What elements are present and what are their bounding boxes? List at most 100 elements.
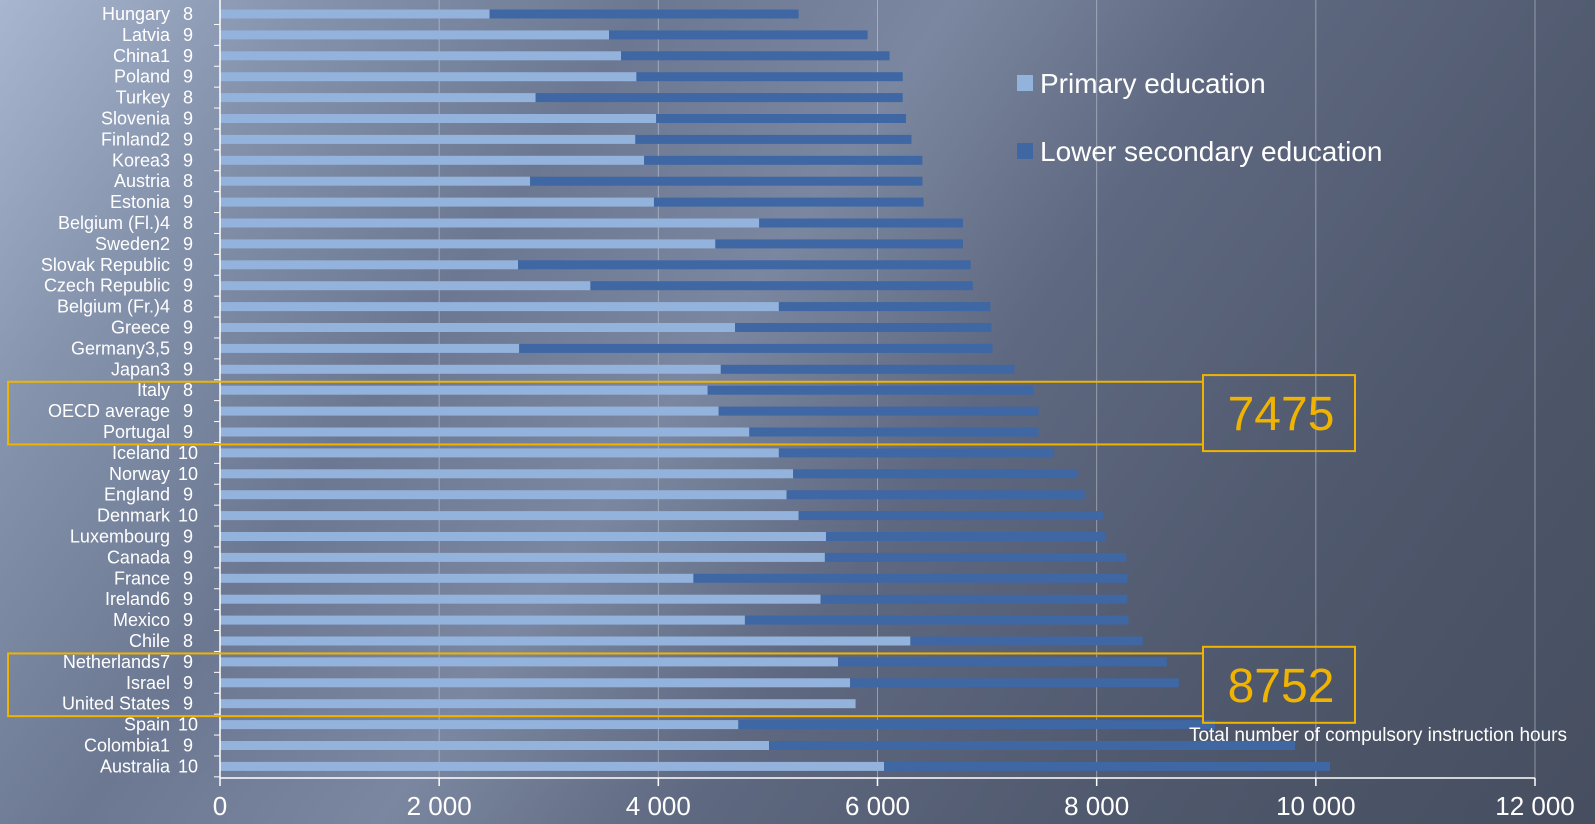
x-axis: 0 2 000 4 000 6 000 8 000 10 000 12 000 [213,0,1575,821]
years-label: 9 [183,589,193,609]
country-label: Canada [107,547,171,567]
bar-primary-education [220,197,654,207]
years-label: 8 [183,4,193,24]
x-axis-title: Total number of compulsory instruction h… [1189,725,1567,746]
country-label: Italy [137,380,170,400]
country-label: Denmark [97,506,171,526]
x-tick-label: 12 000 [1495,791,1575,821]
callout-box [1202,645,1356,724]
years-label: 9 [183,673,193,693]
country-label: Turkey [116,88,170,108]
legend-label: Lower secondary education [1040,136,1382,167]
x-tick-label: 4 000 [626,791,691,821]
bar-primary-education [220,323,736,332]
bar-lower-secondary-education [838,657,1167,667]
country-label: Luxembourg [70,527,170,547]
bar-lower-secondary-education [621,51,890,61]
bar-lower-secondary-education [820,594,1128,604]
bar-lower-secondary-education [735,323,992,332]
bar-primary-education [220,385,708,395]
bar-primary-education [220,427,750,437]
legend-label: Primary education [1040,68,1266,99]
bar-lower-secondary-education [635,134,912,144]
bar-primary-education [220,532,826,541]
years-label: 9 [183,338,193,358]
bar-lower-secondary-education [715,239,963,249]
country-label: Norway [109,464,170,484]
country-label: Israel [126,673,170,693]
years-label: 10 [178,464,198,484]
bar-lower-secondary-education [653,197,924,207]
years-label: 9 [183,527,193,547]
bar-primary-education [220,134,636,144]
bar-primary-education [220,155,645,165]
years-label: 8 [183,88,193,108]
callout-value: 8752 [1228,660,1335,713]
years-label: 10 [178,715,198,735]
country-label: Slovenia [101,109,171,129]
bar-primary-education [220,93,536,103]
bar-lower-secondary-education [778,448,1054,458]
callout-box [1202,374,1356,453]
bar-primary-education [220,302,779,312]
years-label: 8 [183,213,193,233]
bar-primary-education [220,176,531,186]
bar-lower-secondary-education [718,406,1039,416]
bar-primary-education [220,51,622,61]
bar-lower-secondary-education [530,176,923,186]
bar-lower-secondary-education [644,155,923,165]
legend-swatch [1017,143,1033,159]
bar-primary-education [220,761,885,771]
years-label: 9 [183,359,193,379]
years-label: 8 [183,380,193,400]
country-label: Korea3 [112,150,170,170]
bar-primary-education [220,260,519,270]
country-label: Iceland [112,443,170,463]
bar-lower-secondary-education [786,490,1085,500]
bar-lower-secondary-education [519,343,993,353]
bar-primary-education [220,511,799,521]
bar-primary-education [220,636,911,646]
country-label: Portugal [103,422,170,442]
country-label: Belgium (Fr.)4 [57,297,170,317]
bar-primary-education [220,552,825,562]
country-label: Chile [129,631,170,651]
bar-lower-secondary-education [824,552,1127,562]
x-tick-label: 0 [213,791,227,821]
bar-lower-secondary-education [884,761,1331,771]
bar-lower-secondary-education [656,114,906,123]
bar-primary-education [220,615,745,625]
years-label: 9 [183,129,193,149]
country-label: Hungary [102,4,170,24]
years-label: 9 [183,568,193,588]
years-label: 9 [183,610,193,630]
callout-value: 7475 [1228,388,1335,441]
bar-primary-education [220,9,490,19]
country-label: Ireland6 [105,589,170,609]
bar-lower-secondary-education [850,678,1179,688]
bar-lower-secondary-education [910,636,1143,646]
bar-primary-education [220,448,779,458]
years-label: 8 [183,171,193,191]
country-label: Japan3 [111,359,170,379]
country-label: Colombia1 [84,736,170,756]
bar-lower-secondary-education [609,30,868,40]
bar-primary-education [220,218,760,228]
country-label: Czech Republic [44,276,170,296]
country-label: Spain [124,715,170,735]
years-label: 9 [183,401,193,421]
years-label: 9 [183,547,193,567]
years-label: 10 [178,443,198,463]
country-label: Finland2 [101,129,170,149]
bar-lower-secondary-education [720,364,1015,374]
country-label: Austria [114,171,171,191]
bar-lower-secondary-education [798,511,1104,521]
country-label: France [114,568,170,588]
bar-lower-secondary-education [535,93,903,103]
bar-primary-education [220,30,610,40]
years-label: 9 [183,46,193,66]
bar-primary-education [220,741,770,750]
bar-lower-secondary-education [769,741,1296,750]
country-label: Germany3,5 [71,338,170,358]
